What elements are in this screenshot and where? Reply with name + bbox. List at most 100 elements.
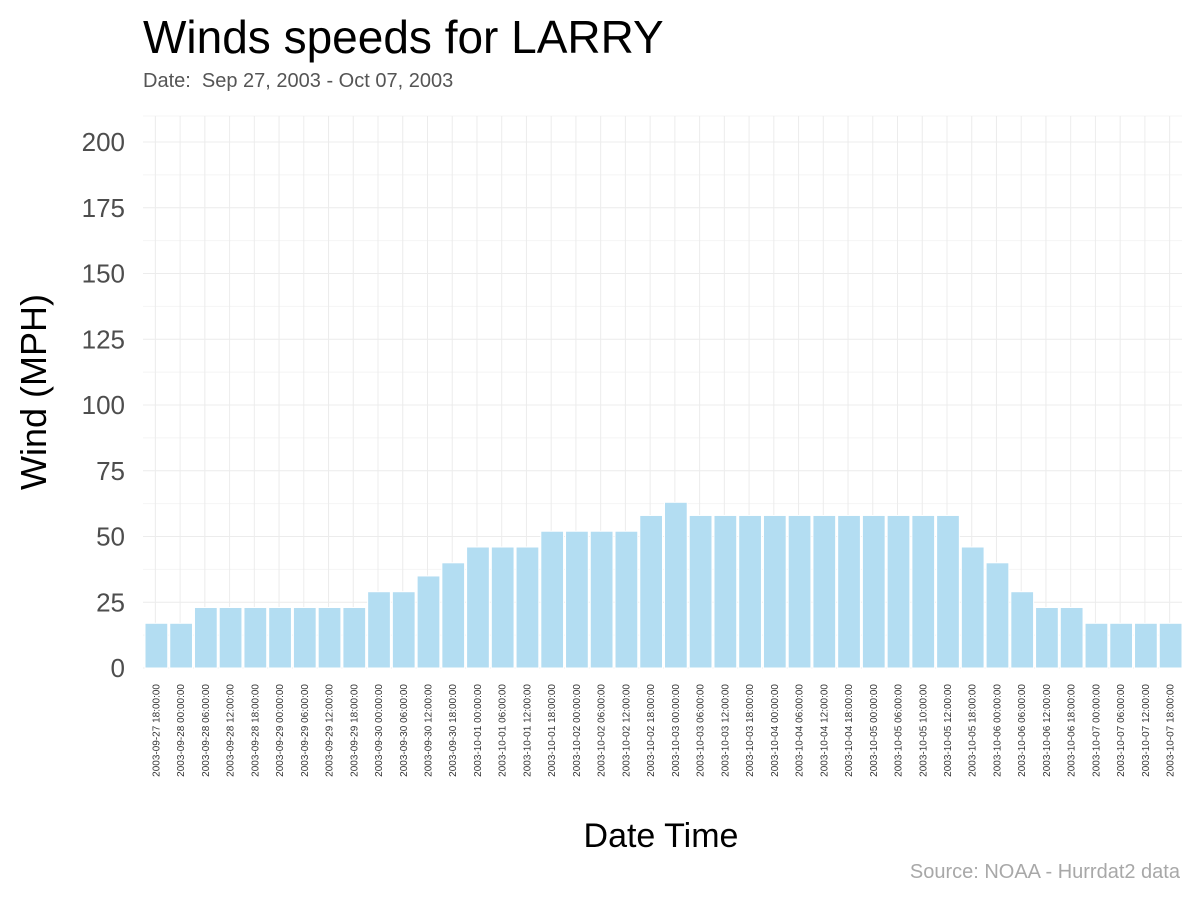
x-tick-label: 2003-09-28 06:00:00 bbox=[201, 684, 212, 777]
bar bbox=[985, 562, 1010, 669]
bar bbox=[812, 514, 837, 669]
x-tick-label: 2003-10-04 06:00:00 bbox=[795, 684, 806, 777]
y-tick-label: 200 bbox=[82, 127, 125, 157]
y-axis-tick-labels: 0 25 50 75 100 125 150 175 200 bbox=[82, 127, 125, 683]
bar bbox=[441, 562, 466, 669]
x-tick-label: 2003-10-01 00:00:00 bbox=[473, 684, 484, 777]
x-tick-label: 2003-10-07 00:00:00 bbox=[1091, 684, 1102, 777]
bar bbox=[317, 607, 342, 669]
x-tick-label: 2003-10-04 12:00:00 bbox=[819, 684, 830, 777]
bar bbox=[1134, 622, 1158, 669]
bar bbox=[861, 514, 886, 669]
bar bbox=[1084, 622, 1109, 669]
bar bbox=[268, 607, 292, 669]
bar bbox=[1158, 622, 1183, 669]
bar bbox=[688, 514, 713, 669]
y-tick-label: 0 bbox=[111, 653, 125, 683]
x-tick-label: 2003-10-07 12:00:00 bbox=[1141, 684, 1152, 777]
y-tick-label: 25 bbox=[96, 587, 125, 617]
bar bbox=[787, 514, 812, 669]
y-tick-label: 75 bbox=[96, 456, 125, 486]
bar bbox=[540, 530, 565, 669]
x-tick-label: 2003-10-06 12:00:00 bbox=[1042, 684, 1053, 777]
bar bbox=[664, 501, 688, 669]
bar bbox=[490, 546, 515, 669]
x-axis-tick-labels: 2003-09-27 18:00:00 2003-09-28 00:00:00 20… bbox=[151, 684, 1176, 777]
x-tick-label: 2003-09-30 06:00:00 bbox=[399, 684, 410, 777]
x-tick-label: 2003-10-05 12:00:00 bbox=[943, 684, 954, 777]
x-tick-label: 2003-10-02 12:00:00 bbox=[621, 684, 632, 777]
bar bbox=[466, 546, 490, 669]
x-tick-label: 2003-09-28 12:00:00 bbox=[226, 684, 237, 777]
x-tick-label: 2003-10-02 06:00:00 bbox=[597, 684, 608, 777]
y-tick-label: 100 bbox=[82, 390, 125, 420]
x-tick-label: 2003-10-01 06:00:00 bbox=[498, 684, 509, 777]
bar bbox=[515, 546, 540, 669]
y-tick-label: 175 bbox=[82, 193, 125, 223]
x-tick-label: 2003-09-28 18:00:00 bbox=[250, 684, 261, 777]
x-tick-label: 2003-10-05 18:00:00 bbox=[968, 684, 979, 777]
x-tick-label: 2003-10-03 18:00:00 bbox=[745, 684, 756, 777]
bar bbox=[218, 607, 243, 669]
bars bbox=[144, 501, 1183, 669]
bar bbox=[639, 514, 663, 669]
bar bbox=[614, 530, 639, 669]
bar bbox=[738, 514, 762, 669]
x-tick-label: 2003-09-29 00:00:00 bbox=[275, 684, 286, 777]
bar bbox=[416, 575, 441, 669]
bar bbox=[1035, 607, 1059, 669]
x-tick-label: 2003-09-29 06:00:00 bbox=[300, 684, 311, 777]
x-tick-label: 2003-10-05 06:00:00 bbox=[894, 684, 905, 777]
x-tick-label: 2003-09-30 00:00:00 bbox=[374, 684, 385, 777]
x-tick-label: 2003-10-03 12:00:00 bbox=[720, 684, 731, 777]
bar bbox=[886, 514, 911, 669]
x-axis-title: Date Time bbox=[584, 817, 739, 855]
bar bbox=[911, 514, 936, 669]
x-tick-label: 2003-09-27 18:00:00 bbox=[151, 684, 162, 777]
bar bbox=[589, 530, 614, 669]
chart-title: Winds speeds for LARRY bbox=[143, 11, 664, 63]
bar bbox=[342, 607, 367, 669]
x-tick-label: 2003-10-04 00:00:00 bbox=[770, 684, 781, 777]
chart-caption: Source: NOAA - Hurrdat2 data bbox=[909, 861, 1180, 883]
x-tick-label: 2003-10-01 18:00:00 bbox=[547, 684, 558, 777]
x-tick-label: 2003-09-30 18:00:00 bbox=[448, 684, 459, 777]
x-tick-label: 2003-09-29 18:00:00 bbox=[349, 684, 360, 777]
bar bbox=[713, 514, 738, 669]
x-tick-label: 2003-10-03 06:00:00 bbox=[696, 684, 707, 777]
bar bbox=[762, 514, 787, 669]
x-tick-label: 2003-10-03 00:00:00 bbox=[671, 684, 682, 777]
bar bbox=[960, 546, 985, 669]
x-tick-label: 2003-09-28 00:00:00 bbox=[176, 684, 187, 777]
x-tick-label: 2003-10-07 06:00:00 bbox=[1116, 684, 1127, 777]
x-tick-label: 2003-09-30 12:00:00 bbox=[423, 684, 434, 777]
x-tick-label: 2003-10-05 10:00:00 bbox=[918, 684, 929, 777]
bar bbox=[292, 607, 317, 669]
x-tick-label: 2003-10-06 18:00:00 bbox=[1067, 684, 1078, 777]
x-tick-label: 2003-10-02 18:00:00 bbox=[646, 684, 657, 777]
x-tick-label: 2003-10-02 00:00:00 bbox=[572, 684, 583, 777]
x-tick-label: 2003-10-06 00:00:00 bbox=[992, 684, 1003, 777]
bar bbox=[367, 591, 391, 669]
x-tick-label: 2003-10-05 00:00:00 bbox=[869, 684, 880, 777]
y-tick-label: 50 bbox=[96, 522, 125, 552]
x-tick-label: 2003-10-06 06:00:00 bbox=[1017, 684, 1028, 777]
chart-subtitle: Date: Sep 27, 2003 - Oct 07, 2003 bbox=[143, 70, 454, 92]
bar bbox=[1059, 607, 1084, 669]
bar bbox=[936, 514, 960, 669]
y-axis-title: Wind (MPH) bbox=[13, 294, 54, 490]
bar bbox=[243, 607, 268, 669]
bar bbox=[169, 622, 193, 669]
x-tick-label: 2003-09-29 12:00:00 bbox=[325, 684, 336, 777]
x-tick-label: 2003-10-04 18:00:00 bbox=[844, 684, 855, 777]
bar bbox=[1109, 622, 1134, 669]
y-tick-label: 150 bbox=[82, 259, 125, 289]
bar bbox=[193, 607, 218, 669]
x-tick-label: 2003-10-01 12:00:00 bbox=[522, 684, 533, 777]
bar bbox=[565, 530, 589, 669]
bar bbox=[144, 622, 169, 669]
x-tick-label: 2003-10-07 18:00:00 bbox=[1166, 684, 1177, 777]
bar bbox=[837, 514, 861, 669]
y-tick-label: 125 bbox=[82, 324, 125, 354]
